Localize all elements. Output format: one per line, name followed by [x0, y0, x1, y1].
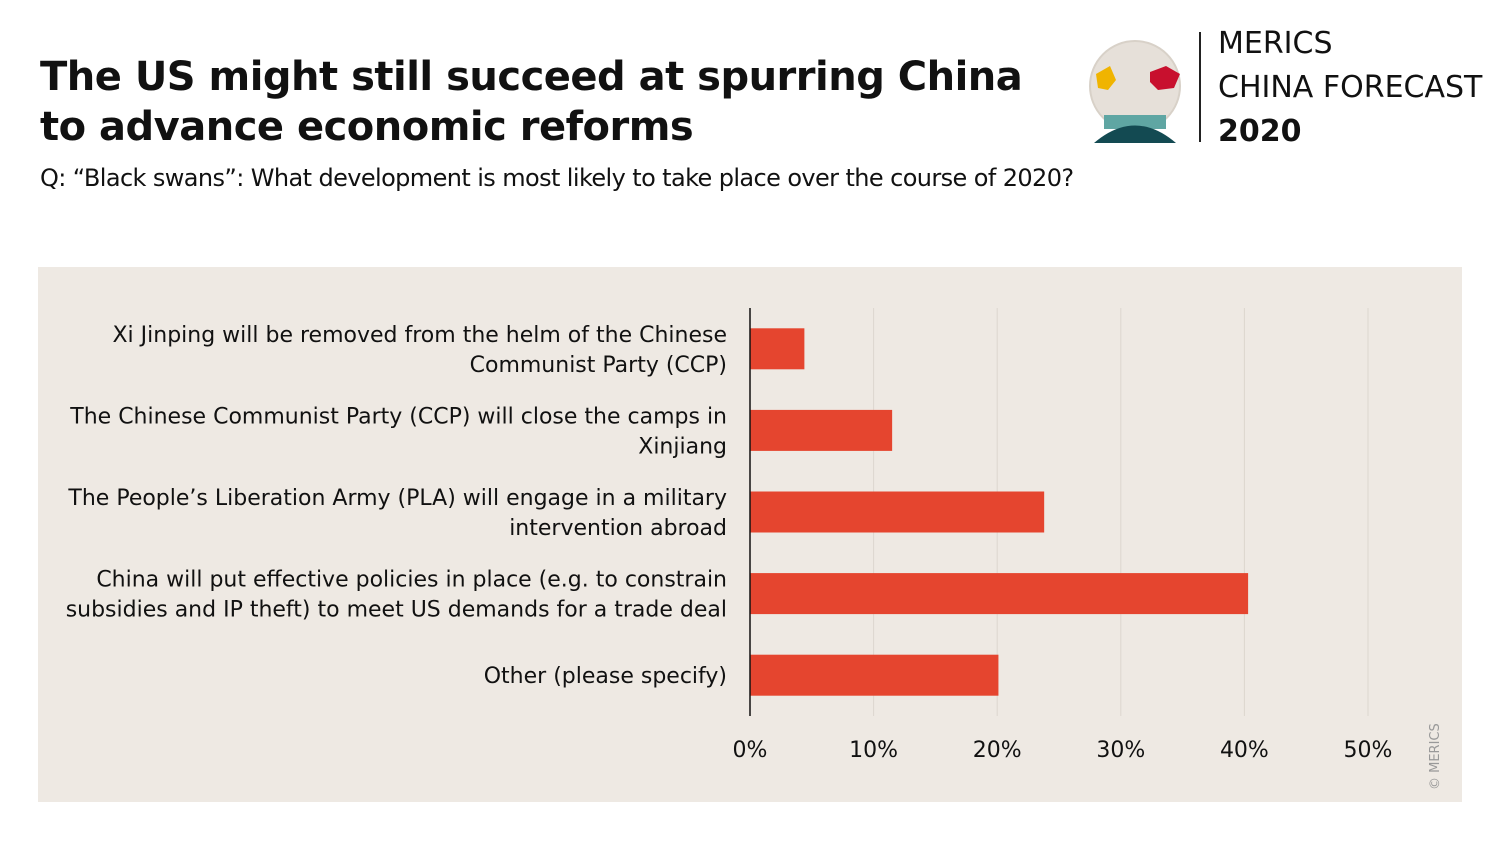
bar — [750, 409, 893, 451]
category-label: The Chinese Communist Party (CCP) will c… — [69, 404, 727, 429]
category-label: Xinjiang — [638, 434, 727, 459]
category-label: Communist Party (CCP) — [470, 353, 727, 378]
logo-divider — [1199, 32, 1201, 142]
x-tick-label: 20% — [973, 738, 1022, 763]
globe-logo-icon — [1089, 40, 1181, 143]
logo-year: 2020 — [1218, 114, 1302, 149]
bar — [750, 654, 999, 696]
x-tick-label: 50% — [1344, 738, 1393, 763]
chart-title: The US might still succeed at spurring C… — [40, 54, 1023, 150]
logo-merics: MERICS — [1218, 26, 1333, 61]
x-tick-label: 10% — [849, 738, 898, 763]
bar — [750, 573, 1249, 615]
category-label: Other (please specify) — [484, 664, 727, 689]
copyright: © MERICS — [1428, 723, 1443, 790]
category-label: The People’s Liberation Army (PLA) will … — [67, 486, 727, 511]
category-label: China will put effective policies in pla… — [96, 568, 727, 593]
chart-subtitle: Q: “Black swans”: What development is mo… — [40, 164, 1074, 192]
category-label: Xi Jinping will be removed from the helm… — [112, 323, 727, 348]
bar — [750, 328, 805, 370]
category-label: intervention abroad — [509, 516, 727, 541]
x-tick-label: 0% — [733, 738, 768, 763]
x-tick-label: 30% — [1096, 738, 1145, 763]
logo-china-forecast: CHINA FORECAST — [1218, 70, 1483, 105]
x-tick-label: 40% — [1220, 738, 1269, 763]
category-label: subsidies and IP theft) to meet US deman… — [66, 598, 727, 623]
bar — [750, 491, 1045, 533]
